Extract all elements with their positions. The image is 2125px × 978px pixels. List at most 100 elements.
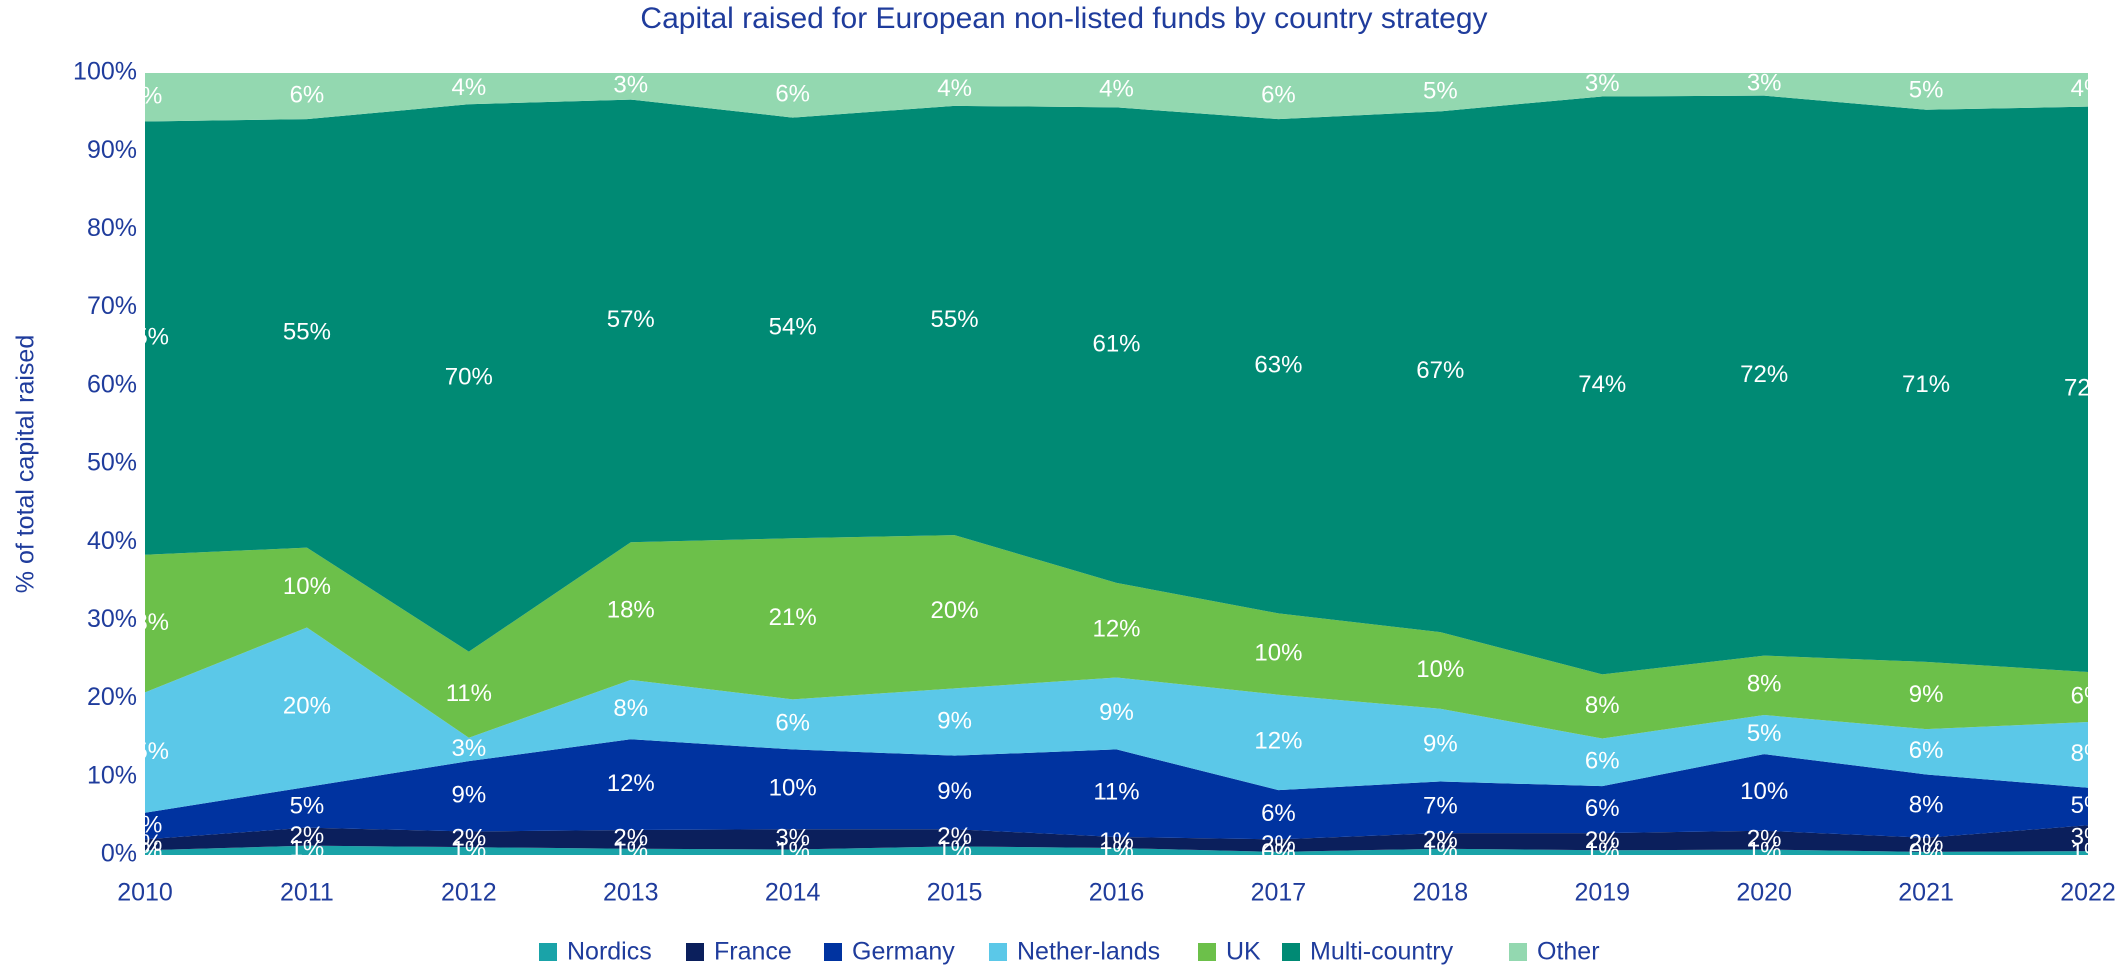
- data-label: 6%: [775, 710, 810, 737]
- legend-label: Multi-country: [1310, 938, 1454, 966]
- data-label: 71%: [1902, 371, 1950, 398]
- data-label: 3%: [451, 735, 486, 762]
- data-label: 10%: [1740, 778, 1788, 805]
- data-label: 2%: [1909, 830, 1944, 857]
- legend-swatch: [824, 943, 842, 961]
- data-label: 9%: [937, 778, 972, 805]
- data-label: 72%: [1740, 361, 1788, 388]
- data-label: 8%: [1585, 692, 1620, 719]
- data-label: 2%: [1585, 827, 1620, 854]
- data-label: 54%: [769, 313, 817, 340]
- data-label: 7%: [1423, 793, 1458, 820]
- area: [145, 845, 2088, 855]
- data-label: 5%: [1747, 720, 1782, 747]
- x-tick-label: 2019: [1574, 879, 1630, 907]
- data-label: 3%: [128, 811, 163, 838]
- y-tick-label: 40%: [87, 527, 137, 555]
- data-label: 1%: [128, 830, 163, 857]
- area: [145, 95, 2088, 675]
- area: [145, 825, 2088, 852]
- y-tick-label: 10%: [87, 761, 137, 789]
- data-label: 1%: [937, 836, 972, 863]
- legend-swatch: [539, 943, 557, 961]
- data-label: 6%: [1585, 795, 1620, 822]
- area: [145, 739, 2088, 840]
- data-label: 8%: [2071, 740, 2106, 767]
- data-label: 11%: [446, 680, 492, 707]
- data-label: 6%: [1261, 800, 1296, 827]
- y-tick-label: 90%: [87, 136, 137, 164]
- legend-swatch: [1198, 943, 1216, 961]
- data-label: 18%: [607, 596, 655, 623]
- data-label: 9%: [937, 707, 972, 734]
- legend-swatch: [1282, 943, 1300, 961]
- data-label: 1%: [1423, 837, 1458, 864]
- data-label: 20%: [931, 597, 979, 624]
- data-label: 10%: [1254, 639, 1302, 666]
- legend-label: France: [714, 938, 792, 966]
- data-label: 6%: [2071, 682, 2106, 709]
- legend-label: Germany: [852, 938, 955, 966]
- legend-label: Nether-lands: [1017, 938, 1160, 966]
- data-label: 72%: [2064, 375, 2112, 402]
- chart-title: Capital raised for European non-listed f…: [640, 2, 1487, 35]
- data-label: 6%: [1909, 737, 1944, 764]
- data-label: 9%: [451, 782, 486, 809]
- data-label: 8%: [613, 695, 648, 722]
- data-label: 2%: [290, 822, 325, 849]
- data-label: 9%: [1423, 730, 1458, 757]
- y-tick-label: 60%: [87, 370, 137, 398]
- data-label: 20%: [283, 693, 331, 720]
- legend-label: UK: [1226, 938, 1261, 966]
- data-label: 6%: [775, 81, 810, 108]
- x-tick-label: 2012: [441, 879, 497, 907]
- data-label: 55%: [931, 306, 979, 333]
- data-label: 55%: [121, 323, 169, 350]
- data-label: 11%: [1093, 779, 1139, 806]
- data-label: 55%: [283, 319, 331, 346]
- data-label: 15%: [121, 738, 169, 765]
- data-label: 4%: [1099, 76, 1134, 103]
- data-label: 4%: [937, 75, 972, 102]
- x-tick-label: 2020: [1736, 879, 1792, 907]
- data-label: 1%: [290, 836, 325, 863]
- legend-swatch: [989, 943, 1007, 961]
- y-tick-label: 0%: [101, 840, 137, 868]
- data-label: 10%: [769, 775, 817, 802]
- y-tick-label: 70%: [87, 292, 137, 320]
- area: [145, 627, 2088, 813]
- legend-label: Nordics: [567, 938, 652, 966]
- data-label: 3%: [775, 825, 810, 852]
- data-label: 2%: [1423, 826, 1458, 853]
- data-label: 1%: [128, 838, 163, 865]
- legend-label: Other: [1537, 938, 1600, 966]
- data-label: 9%: [1099, 699, 1134, 726]
- data-label: 1%: [1585, 838, 1620, 865]
- data-label: 8%: [1909, 791, 1944, 818]
- data-label: 1%: [775, 838, 810, 865]
- data-label: 3%: [613, 72, 648, 99]
- y-tick-label: 50%: [87, 449, 137, 477]
- data-label: 1%: [451, 836, 486, 863]
- data-label: 1%: [1747, 838, 1782, 865]
- area: [145, 73, 2088, 122]
- data-label: 5%: [290, 793, 325, 820]
- data-label: 8%: [1747, 671, 1782, 698]
- legend-swatch: [686, 943, 704, 961]
- data-label: 12%: [607, 770, 655, 797]
- data-label: 0%: [1261, 839, 1296, 866]
- y-tick-label: 30%: [87, 605, 137, 633]
- y-axis-label: % of total capital raised: [12, 335, 40, 593]
- x-tick-label: 2018: [1413, 879, 1469, 907]
- x-tick-label: 2017: [1251, 879, 1307, 907]
- data-label: 4%: [451, 74, 486, 101]
- data-label: 4%: [2071, 75, 2106, 102]
- data-label: 3%: [1585, 70, 1620, 97]
- x-tick-label: 2013: [603, 879, 659, 907]
- data-label: 1%: [1099, 828, 1134, 855]
- x-tick-label: 2015: [927, 879, 983, 907]
- data-label: 12%: [1092, 616, 1140, 643]
- data-label: 2%: [937, 823, 972, 850]
- data-label: 63%: [1254, 352, 1302, 379]
